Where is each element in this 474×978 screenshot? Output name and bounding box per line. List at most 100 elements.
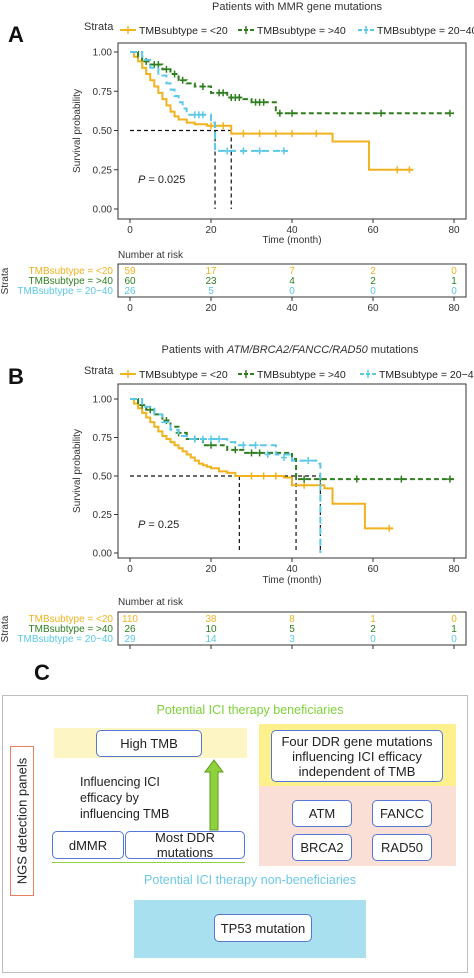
legend-label: TMBsubtype = >40: [257, 25, 346, 37]
censor-mark: [256, 130, 263, 138]
y-tick-label: 0.50: [93, 126, 113, 137]
censor-mark: [220, 122, 227, 130]
risk-row-label: TMBsubtype = 20−40: [17, 286, 113, 297]
risk-row-label: TMBsubtype = >40: [29, 276, 114, 287]
censor-mark: [272, 130, 279, 138]
censor-mark: [179, 76, 186, 84]
p-label: P: [138, 519, 146, 531]
y-tick-label: 0.25: [93, 510, 113, 521]
risk-cell: 2: [370, 624, 376, 635]
x-tick-label: 20: [205, 564, 217, 575]
risk-x-tick-label: 80: [448, 303, 460, 314]
y-axis-label: Survival probability: [72, 429, 83, 513]
tp53-box: TP53 mutation: [214, 914, 312, 942]
p-value: P = 0.25: [138, 519, 179, 531]
censor-mark: [220, 89, 227, 97]
legend-item: TMBsubtype = 20−40: [358, 25, 474, 37]
risk-axis-label: Strata: [0, 267, 11, 294]
censor-mark: [264, 450, 271, 458]
censor-mark: [199, 83, 206, 91]
risk-cell: 5: [289, 624, 295, 635]
risk-x-tick-label: 20: [205, 303, 217, 314]
ddr-underline: [52, 862, 245, 863]
censor-mark: [305, 457, 312, 465]
legend-item: TMBsubtype = >40: [238, 25, 346, 37]
km-curve-series-1: [130, 398, 454, 481]
x-axis-label: Time (month): [262, 235, 321, 246]
up-arrow-icon: [204, 759, 224, 831]
title-part-1: Patients with: [162, 344, 227, 356]
censor-mark: [236, 94, 243, 102]
km-curve-series-2: [130, 51, 288, 152]
legend-label: TMBsubtype = <20: [139, 25, 228, 37]
y-tick-label: 0.50: [93, 472, 113, 483]
beneficiaries-title: Potential ICI therapy beneficiaries: [156, 703, 344, 717]
censor-mark: [289, 109, 295, 117]
ngs-panels-box: NGS detection panels: [10, 746, 34, 896]
non-beneficiaries-title: Potential ICI therapy non-beneficiaries: [144, 873, 356, 887]
risk-cell: 8: [289, 614, 295, 625]
risk-cell: 59: [124, 266, 136, 277]
plot-area: 0.00 0.25 0.50 0.75 1.00 0 20 40 60 80: [93, 395, 460, 576]
censor-mark: [208, 122, 214, 130]
risk-cell: 60: [124, 276, 136, 287]
risk-cell: 2: [370, 266, 376, 277]
risk-cell: 0: [370, 634, 376, 645]
risk-table-header: Number at risk: [118, 250, 184, 261]
diagram-frame: [2, 695, 468, 973]
risk-x-tick-label: 0: [127, 303, 133, 314]
risk-cell: 0: [289, 286, 295, 297]
censor-mark: [386, 524, 393, 532]
risk-cell: 17: [205, 266, 217, 277]
risk-cell: 26: [124, 624, 136, 635]
y-tick-label: 0.25: [93, 165, 113, 176]
risk-row-label: TMBsubtype = <20: [29, 266, 114, 277]
gene-atm-box: ATM: [292, 800, 352, 827]
censor-mark: [301, 475, 308, 483]
risk-cell: 1: [451, 624, 457, 635]
gene-brca2-box: BRCA2: [292, 834, 352, 861]
censor-mark: [256, 147, 263, 155]
y-tick-label: 0.00: [93, 205, 113, 216]
censor-mark: [353, 475, 360, 483]
risk-cell: 2: [370, 276, 376, 287]
panel-label: C: [34, 660, 50, 685]
x-tick-label: 0: [127, 564, 133, 575]
risk-cell: 38: [205, 614, 217, 625]
x-tick-label: 40: [286, 225, 298, 236]
panel-b: B Patients with ATM/BRCA2/FANCC/RAD50 mu…: [0, 340, 474, 650]
x-tick-label: 0: [127, 225, 133, 236]
panel-a: A Patients with MMR gene mutations Strat…: [0, 0, 474, 320]
censor-mark: [248, 449, 255, 457]
risk-x-tick-label: 40: [286, 303, 298, 314]
x-tick-label: 80: [448, 564, 460, 575]
risk-table-header: Number at risk: [118, 597, 184, 608]
km-chart-a: A Patients with MMR gene mutations Strat…: [0, 1, 474, 314]
risk-cell: 1: [370, 614, 376, 625]
risk-row-label: TMBsubtype = <20: [29, 614, 114, 625]
y-tick-label: 0.00: [93, 549, 113, 560]
censor-mark: [406, 166, 413, 174]
influence-text: Influencing ICI efficacy by influencing …: [80, 775, 170, 821]
legend-label: TMBsubtype = 20−40: [377, 25, 474, 37]
censor-mark: [240, 441, 247, 449]
x-tick-label: 40: [286, 564, 298, 575]
censor-mark: [446, 475, 453, 483]
censor-mark: [301, 481, 308, 489]
high-tmb-box: High TMB: [96, 730, 202, 757]
p-value: P = 0.025: [138, 174, 185, 186]
panel-c: C NGS detection panels Potential ICI the…: [0, 658, 474, 978]
risk-cell: 3: [289, 634, 295, 645]
risk-cell: 14: [205, 634, 217, 645]
legend-item: TMBsubtype = >40: [238, 369, 346, 381]
legend-item: TMBsubtype = 20−40: [360, 369, 474, 381]
censor-mark: [280, 147, 287, 155]
risk-cell: 23: [205, 276, 217, 287]
km-curve-series-2: [130, 398, 322, 553]
four-ddr-box: Four DDR gene mutations influencing ICI …: [271, 730, 443, 782]
censor-mark: [260, 472, 267, 480]
risk-cell: 26: [124, 286, 136, 297]
risk-row-label: TMBsubtype = 20−40: [17, 634, 113, 645]
